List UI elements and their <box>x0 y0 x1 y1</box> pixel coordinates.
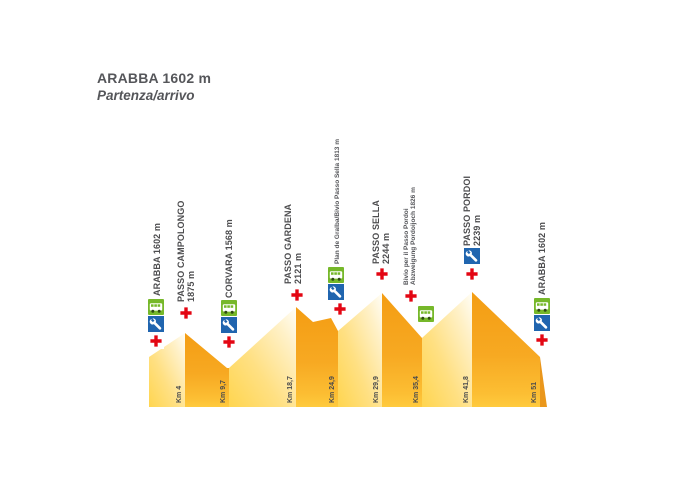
segment-descent-corvara <box>185 333 229 407</box>
km-marker-5: Km 35,4 <box>413 376 420 403</box>
km-marker-1: Km 9,7 <box>220 380 227 403</box>
station-label-arabba-end: ARABBA 1602 m <box>537 222 547 295</box>
shuttle-bus-icon <box>328 267 344 283</box>
bike-service-icon <box>534 315 550 331</box>
station-altitude: 1875 m <box>186 270 196 302</box>
station-altitude: Abzweigung Pordoijoch 1826 m <box>410 187 417 285</box>
station-label-passo-sella: PASSO SELLA 2244 m <box>371 200 391 264</box>
shuttle-bus-icon <box>221 300 237 316</box>
segment-descent-bivio <box>382 293 422 407</box>
station-label-arabba-start: ARABBA 1602 m <box>152 223 162 296</box>
bike-service-icon <box>328 284 344 300</box>
first-aid-icon <box>374 266 390 282</box>
station-label-passo-campolongo: PASSO CAMPOLONGO 1875 m <box>176 201 196 302</box>
segment-descent-plan <box>296 307 338 407</box>
station-name: PASSO SELLA <box>371 200 381 264</box>
page-title: ARABBA 1602 m <box>97 70 212 86</box>
km-marker-7: Km 51 <box>531 381 538 403</box>
station-name: PASSO GARDENA <box>283 203 293 284</box>
station-altitude: 2121 m <box>293 252 303 284</box>
station-altitude: 2239 m <box>472 214 482 246</box>
km-marker-2: Km 18,7 <box>287 376 294 403</box>
station-label-plan-de-gralba: Plan de Gralba/Bivio Passo Sella 1813 m <box>334 138 341 264</box>
first-aid-icon <box>464 266 480 282</box>
station-label-corvara: CORVARA 1568 m <box>224 219 234 298</box>
bike-service-icon <box>148 316 164 332</box>
shuttle-bus-icon <box>148 299 164 315</box>
segment-climb-pordoi <box>422 292 472 407</box>
segment-climb-campolongo <box>149 333 185 407</box>
km-marker-6: Km 41,8 <box>463 376 470 403</box>
station-label-passo-pordoi: PASSO PORDOI 2239 m <box>462 176 482 246</box>
km-marker-4: Km 29,9 <box>373 376 380 403</box>
segment-climb-gardena <box>229 307 296 407</box>
first-aid-icon <box>332 301 348 317</box>
bike-service-icon <box>464 248 480 264</box>
first-aid-icon <box>178 305 194 321</box>
bike-service-icon <box>221 317 237 333</box>
profile-silhouette <box>149 292 547 407</box>
station-label-passo-gardena: PASSO GARDENA 2121 m <box>283 204 303 284</box>
station-name: PASSO CAMPOLONGO <box>176 200 186 302</box>
shuttle-bus-icon <box>534 298 550 314</box>
shuttle-bus-icon <box>418 306 434 322</box>
segment-descent-arabba <box>472 292 540 407</box>
station-label-bivio-pordoi: Bivio per il Passo Pordoi Abzweigung Por… <box>403 187 417 285</box>
km-marker-0: Km 4 <box>176 385 183 403</box>
segment-end-sliver <box>540 357 547 407</box>
first-aid-icon <box>534 332 550 348</box>
first-aid-icon <box>221 334 237 350</box>
km-marker-3: Km 24,9 <box>329 376 336 403</box>
first-aid-icon <box>403 288 419 304</box>
segment-climb-sella <box>338 293 382 407</box>
station-altitude: 2244 m <box>381 232 391 264</box>
station-name: Bivio per il Passo Pordoi <box>403 208 410 285</box>
page-subtitle: Partenza/arrivo <box>97 88 195 103</box>
first-aid-icon <box>148 333 164 349</box>
station-name: PASSO PORDOI <box>462 175 472 246</box>
first-aid-icon <box>289 287 305 303</box>
